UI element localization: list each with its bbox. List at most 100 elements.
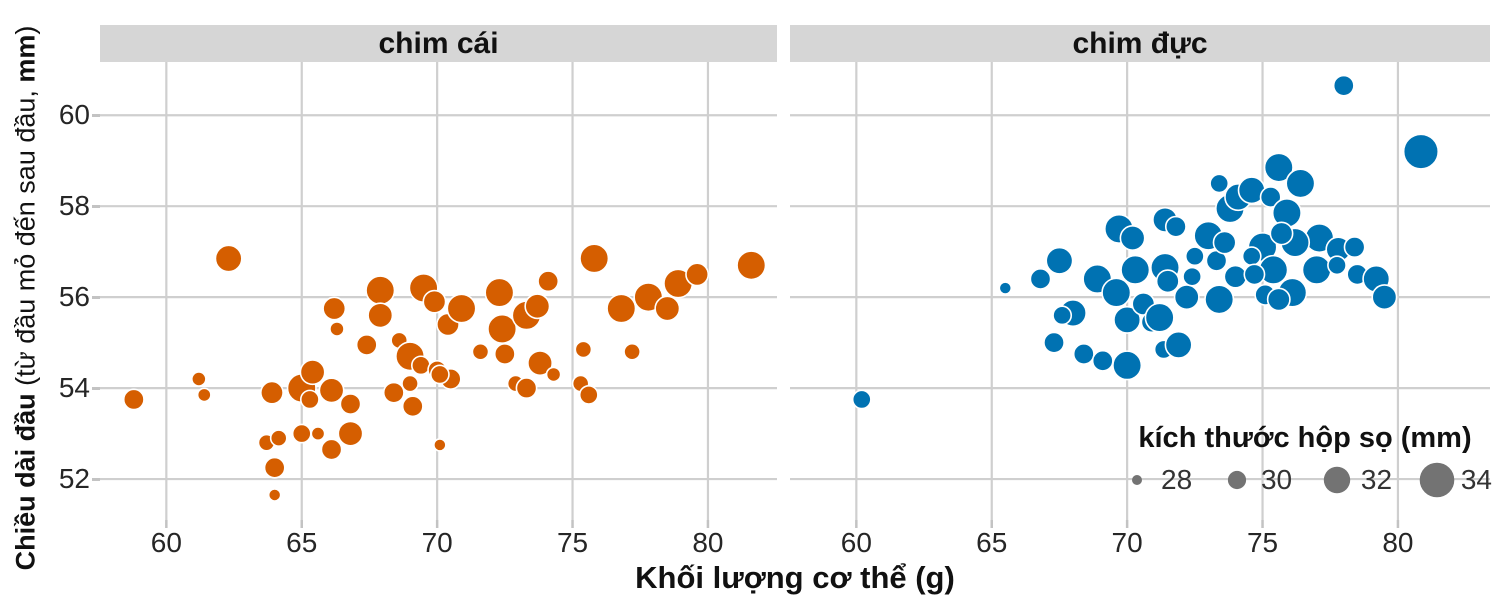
data-point bbox=[122, 388, 145, 411]
data-point bbox=[1164, 330, 1193, 359]
y-tick-label: 56 bbox=[58, 281, 90, 313]
data-point bbox=[1327, 255, 1347, 276]
facet-plot-male: 60 65 70 75 80 bbox=[790, 62, 1490, 558]
data-point bbox=[623, 342, 641, 361]
data-point bbox=[190, 371, 207, 387]
data-point bbox=[1266, 287, 1291, 312]
x-tick-label: 70 bbox=[1112, 527, 1143, 558]
data-point bbox=[429, 364, 450, 385]
data-point bbox=[1184, 246, 1205, 267]
data-point bbox=[355, 333, 378, 356]
y-tick-label: 54 bbox=[58, 372, 90, 404]
data-point bbox=[1173, 284, 1200, 311]
data-point bbox=[1371, 284, 1398, 311]
data-point bbox=[310, 426, 326, 442]
data-point bbox=[654, 295, 681, 322]
data-point bbox=[1155, 269, 1180, 294]
legend-circle-30-icon bbox=[1227, 470, 1247, 490]
data-point bbox=[291, 423, 312, 444]
x-tick-label: 70 bbox=[422, 527, 453, 558]
data-point bbox=[318, 377, 345, 404]
x-tick-label: 80 bbox=[692, 527, 723, 558]
x-tick-label: 65 bbox=[976, 527, 1007, 558]
data-point bbox=[1091, 349, 1114, 372]
data-point bbox=[1119, 225, 1146, 251]
size-legend-row: 28 30 32 34 bbox=[1118, 461, 1492, 499]
data-point bbox=[365, 275, 396, 306]
data-point bbox=[1285, 168, 1316, 199]
data-point bbox=[1332, 74, 1355, 97]
x-tick-label: 80 bbox=[1382, 527, 1413, 558]
y-tick-mark bbox=[92, 295, 100, 299]
data-point bbox=[267, 488, 282, 502]
data-point bbox=[1045, 246, 1074, 275]
data-point bbox=[1182, 266, 1203, 287]
legend-item-32: 32 bbox=[1318, 461, 1392, 499]
legend-item-30: 30 bbox=[1218, 461, 1292, 499]
data-point bbox=[1113, 305, 1142, 334]
y-tick-mark bbox=[92, 477, 100, 481]
data-point bbox=[260, 380, 284, 405]
data-point bbox=[1301, 254, 1332, 285]
data-point bbox=[1204, 284, 1235, 315]
data-point bbox=[196, 387, 212, 403]
legend-label-34: 34 bbox=[1460, 464, 1492, 495]
x-tick-label: 75 bbox=[557, 527, 588, 558]
x-tick-label: 60 bbox=[841, 527, 872, 558]
data-point bbox=[1243, 263, 1266, 286]
data-point bbox=[1144, 302, 1175, 333]
data-point bbox=[401, 374, 419, 393]
data-point bbox=[214, 244, 243, 273]
data-point bbox=[493, 343, 516, 365]
data-point bbox=[1120, 254, 1151, 285]
legend-label-32: 32 bbox=[1360, 464, 1393, 495]
data-point bbox=[433, 438, 447, 452]
data-point bbox=[1101, 277, 1132, 308]
y-tick-label: 58 bbox=[58, 190, 90, 222]
data-point bbox=[685, 262, 710, 287]
legend-circle-28-icon bbox=[1132, 475, 1142, 485]
data-point bbox=[578, 385, 599, 405]
legend-circle-34-icon bbox=[1419, 462, 1455, 498]
size-legend-title: kích thước hộp sọ (mm) bbox=[1138, 422, 1472, 454]
data-point bbox=[1029, 268, 1052, 290]
legend-label-28: 28 bbox=[1161, 464, 1193, 495]
y-tick-label: 60 bbox=[58, 99, 90, 131]
data-point bbox=[545, 366, 562, 383]
x-tick-label: 65 bbox=[286, 527, 317, 558]
data-point bbox=[269, 429, 288, 448]
data-point bbox=[524, 293, 551, 320]
data-point bbox=[322, 296, 347, 321]
data-point bbox=[1241, 246, 1262, 267]
data-point bbox=[1043, 331, 1065, 354]
data-point bbox=[320, 438, 343, 461]
data-point bbox=[1402, 133, 1440, 170]
y-tick-mark bbox=[92, 204, 100, 208]
data-point bbox=[1112, 350, 1143, 381]
data-point bbox=[1269, 221, 1294, 246]
data-point bbox=[574, 340, 593, 359]
x-axis-title: Khối lượng cơ thể (g) bbox=[635, 560, 955, 595]
data-point bbox=[736, 250, 767, 281]
data-point bbox=[299, 359, 326, 386]
data-point bbox=[579, 243, 610, 274]
data-point bbox=[263, 456, 286, 479]
y-tick-mark bbox=[92, 386, 100, 390]
data-point bbox=[339, 393, 362, 415]
data-point bbox=[998, 281, 1013, 295]
data-point bbox=[1212, 230, 1237, 255]
legend-item-28: 28 bbox=[1118, 461, 1192, 499]
data-point bbox=[299, 389, 320, 410]
data-point bbox=[401, 395, 424, 418]
data-point bbox=[1072, 343, 1095, 365]
data-point bbox=[410, 355, 431, 376]
data-point bbox=[367, 302, 394, 329]
y-axis-title-close: ) bbox=[10, 25, 41, 35]
y-tick-label: 52 bbox=[58, 463, 90, 495]
data-point bbox=[382, 381, 405, 404]
data-point bbox=[515, 377, 538, 400]
data-point bbox=[537, 270, 560, 293]
x-tick-label: 75 bbox=[1247, 527, 1278, 558]
data-point bbox=[337, 420, 364, 447]
